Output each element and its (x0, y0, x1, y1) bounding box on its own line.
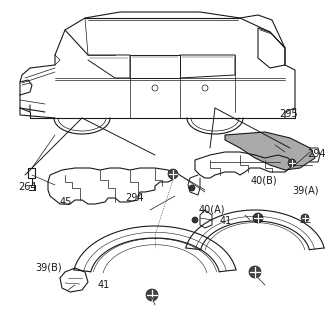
Text: 264: 264 (18, 182, 37, 192)
Text: 41: 41 (220, 216, 232, 226)
Text: 294: 294 (125, 193, 144, 204)
Circle shape (253, 213, 263, 223)
Text: 295: 295 (279, 108, 297, 119)
Circle shape (249, 266, 261, 278)
Text: 45: 45 (59, 196, 72, 207)
Polygon shape (225, 132, 315, 170)
Circle shape (192, 217, 198, 223)
Text: 40(B): 40(B) (250, 176, 277, 186)
Circle shape (301, 214, 309, 222)
Text: 39(B): 39(B) (35, 262, 62, 272)
Circle shape (189, 185, 195, 191)
Text: 294: 294 (307, 148, 326, 159)
Circle shape (146, 289, 158, 301)
Circle shape (168, 169, 178, 179)
Text: 40(A): 40(A) (198, 204, 225, 215)
Text: 39(A): 39(A) (292, 185, 319, 196)
Circle shape (288, 159, 296, 167)
Text: 41: 41 (98, 280, 110, 291)
